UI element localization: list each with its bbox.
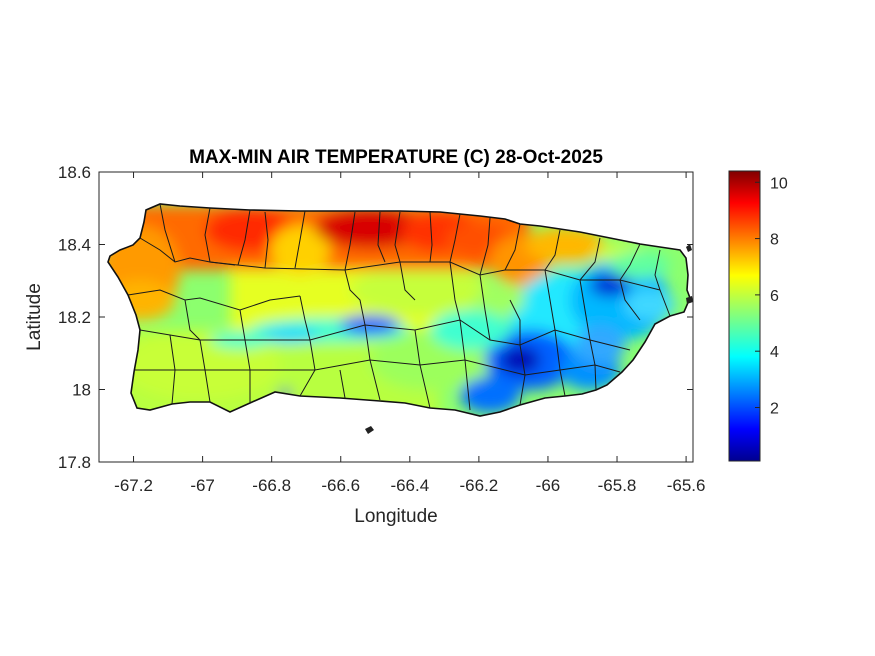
y-tick-label: 18.2 bbox=[58, 308, 91, 327]
y-tick-label: 18.4 bbox=[58, 236, 91, 255]
colorbar-tick-label: 6 bbox=[770, 288, 779, 305]
y-axis-label: Latitude bbox=[24, 283, 45, 351]
colorbar-tick-label: 10 bbox=[770, 175, 788, 192]
x-tick-label: -65.8 bbox=[598, 476, 637, 495]
x-tick-label: -66 bbox=[536, 476, 561, 495]
x-tick-label: -66.6 bbox=[321, 476, 360, 495]
y-tick-label: 18 bbox=[72, 381, 91, 400]
x-tick-label: -66.2 bbox=[460, 476, 499, 495]
colorbar-ticks: 10 8 6 4 2 bbox=[755, 175, 788, 418]
x-tick-label: -67 bbox=[190, 476, 215, 495]
island-coastline bbox=[107, 203, 691, 417]
islet-east bbox=[686, 244, 692, 252]
islet-east-2 bbox=[686, 296, 693, 304]
y-axis-ticks: 18.6 18.4 18.2 18 17.8 bbox=[58, 163, 693, 472]
colorbar bbox=[728, 170, 761, 462]
caja-de-muertos-islet bbox=[365, 426, 374, 434]
colorbar-tick-label: 2 bbox=[770, 401, 779, 418]
x-tick-label: -66.8 bbox=[252, 476, 291, 495]
colorbar-tick-label: 4 bbox=[770, 344, 779, 361]
municipal-boundaries bbox=[127, 203, 671, 411]
y-tick-label: 18.6 bbox=[58, 163, 91, 182]
x-tick-label: -67.2 bbox=[114, 476, 153, 495]
y-tick-label: 17.8 bbox=[58, 453, 91, 472]
colorbar-tick-label: 8 bbox=[770, 232, 779, 249]
x-tick-label: -65.6 bbox=[667, 476, 706, 495]
x-tick-label: -66.4 bbox=[390, 476, 429, 495]
x-axis-ticks: -67.2 -67 -66.8 -66.6 -66.4 -66.2 -66 -65.8 -65.… bbox=[114, 172, 705, 495]
chart-title: MAX-MIN AIR TEMPERATURE (C) 28-Oct-2025 bbox=[189, 147, 603, 168]
x-axis-label: Longitude bbox=[354, 506, 437, 527]
